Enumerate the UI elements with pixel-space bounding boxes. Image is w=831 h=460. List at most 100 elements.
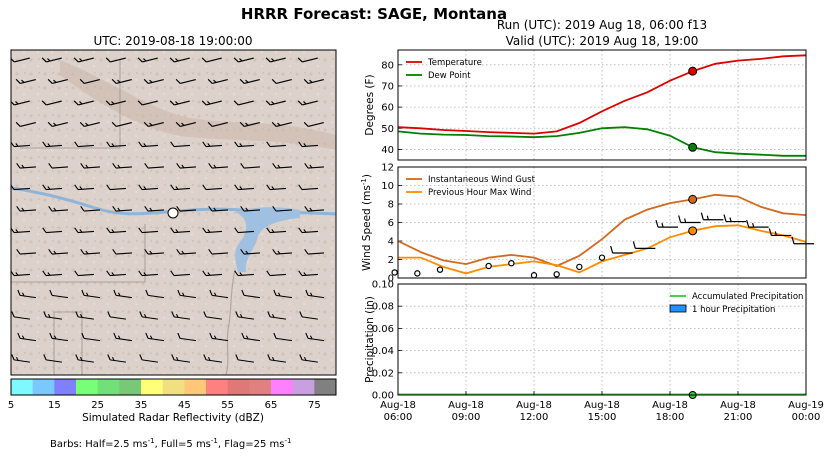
map-barb [137, 100, 158, 106]
calm-barb [553, 271, 560, 278]
map-barb [80, 248, 101, 255]
map-barb [47, 121, 68, 127]
map-barb [74, 227, 95, 234]
map-barb [203, 311, 222, 320]
map-barb [112, 205, 133, 212]
series-line-dew-point [397, 126, 806, 157]
map-barb [137, 57, 158, 63]
map-title: UTC: 2019-08-18 19:00:00 [93, 34, 252, 48]
map-barb [267, 354, 286, 363]
map-barb [138, 227, 159, 234]
map-barb [49, 289, 68, 299]
map-barb [16, 162, 37, 169]
colorbar-cell [292, 379, 315, 395]
x-tick-label-date: Aug-18 [448, 400, 484, 411]
map-barb [266, 141, 287, 148]
map-barb [112, 248, 133, 255]
x-tick-label-date: Aug-18 [380, 400, 416, 411]
map-barb [41, 57, 62, 63]
map-barb [202, 270, 223, 277]
legend-label: 1 hour Precipitation [692, 305, 775, 315]
colorbar-cell [11, 379, 34, 395]
map-barb [209, 289, 228, 299]
y-tick-label: 8 [388, 200, 394, 211]
colorbar: 5 15 25 35 45 55 65 75 Simulated Radar Reflecti… [8, 378, 337, 424]
series-line-previous-hour-max-wind [398, 224, 807, 275]
y-tick-label: 12 [381, 163, 394, 174]
y-tick-label: 0.04 [372, 346, 394, 357]
map-barb [171, 311, 190, 320]
colorbar-tick-label: 5 [8, 400, 14, 411]
map-barb [240, 248, 261, 255]
y-tick-label: 60 [381, 103, 394, 114]
map-barb [106, 227, 127, 234]
x-tick-label-date: Aug-18 [720, 400, 756, 411]
map-barb [42, 227, 63, 234]
calm-barb [530, 272, 538, 279]
map-barb [201, 57, 222, 63]
calm-barb [598, 254, 606, 261]
map-barb [234, 270, 255, 277]
map-barb [138, 270, 159, 277]
map-barb [177, 332, 196, 342]
map-barb [138, 184, 159, 191]
panel-frame [397, 166, 807, 279]
y-tick-label: 0.08 [372, 302, 394, 313]
colorbar-tick-label: 55 [221, 400, 234, 411]
map-barb [144, 205, 165, 212]
colorbar-cell [162, 379, 185, 395]
calm-barb [414, 270, 421, 277]
calm-barb [391, 269, 398, 276]
county-line-box [53, 311, 83, 375]
map-barb [48, 162, 69, 169]
map-barb [47, 78, 68, 84]
map-barb [79, 121, 100, 127]
map-barb [106, 270, 127, 277]
map-barb [73, 100, 94, 106]
x-tick-label-date: Aug-18 [652, 400, 688, 411]
y-tick-label: 0.06 [372, 324, 394, 335]
map-barb [105, 57, 126, 63]
legend: Temperature Dew Point [406, 58, 482, 81]
map-barb [176, 205, 197, 212]
map-barb [209, 332, 228, 342]
y-tick-label: 80 [381, 60, 394, 71]
calm-barb [485, 262, 492, 270]
colorbar-cell [271, 379, 294, 395]
map-barb [169, 57, 190, 63]
barbs-note: Barbs: Half=2.5 ms-1, Full=5 ms-1, Flag=… [50, 437, 291, 450]
map-barb [75, 311, 94, 320]
map-barb [201, 100, 222, 106]
y-tick-label: 0.10 [372, 280, 394, 291]
map-barb [271, 78, 292, 84]
map-barb [303, 78, 324, 84]
wind-barb [791, 236, 814, 245]
map-ridge [60, 60, 336, 150]
map-barb [305, 289, 324, 299]
county-line-north [20, 60, 121, 149]
x-tick-label-time: 12:00 [520, 412, 549, 423]
map-barb [175, 121, 196, 127]
map-barb [299, 354, 318, 363]
map-barb [171, 354, 190, 363]
map-barb [139, 311, 158, 320]
wind-barb [700, 212, 724, 221]
wind-barb [632, 241, 656, 249]
x-tick-label-time: 15:00 [588, 412, 617, 423]
colorbar-cell [314, 379, 337, 395]
temperature-panel: 40 50 60 70 80 Degrees (F) Temperature Dew Poin… [364, 49, 807, 161]
county-line-south [11, 224, 146, 283]
colorbar-cell [97, 379, 120, 395]
map-barb [176, 162, 197, 169]
wind-barb [655, 219, 678, 228]
river-south [225, 269, 236, 375]
wind-barb [723, 214, 746, 223]
legend: Instantaneous Wind Gust Previous Hour Max… [406, 175, 536, 198]
y-tick-label: 10 [381, 181, 394, 192]
map-barb [202, 227, 223, 234]
y-tick-label: 2 [388, 255, 394, 266]
map-barb [169, 100, 190, 106]
map-barb [208, 248, 229, 255]
wind-barb [768, 228, 792, 237]
